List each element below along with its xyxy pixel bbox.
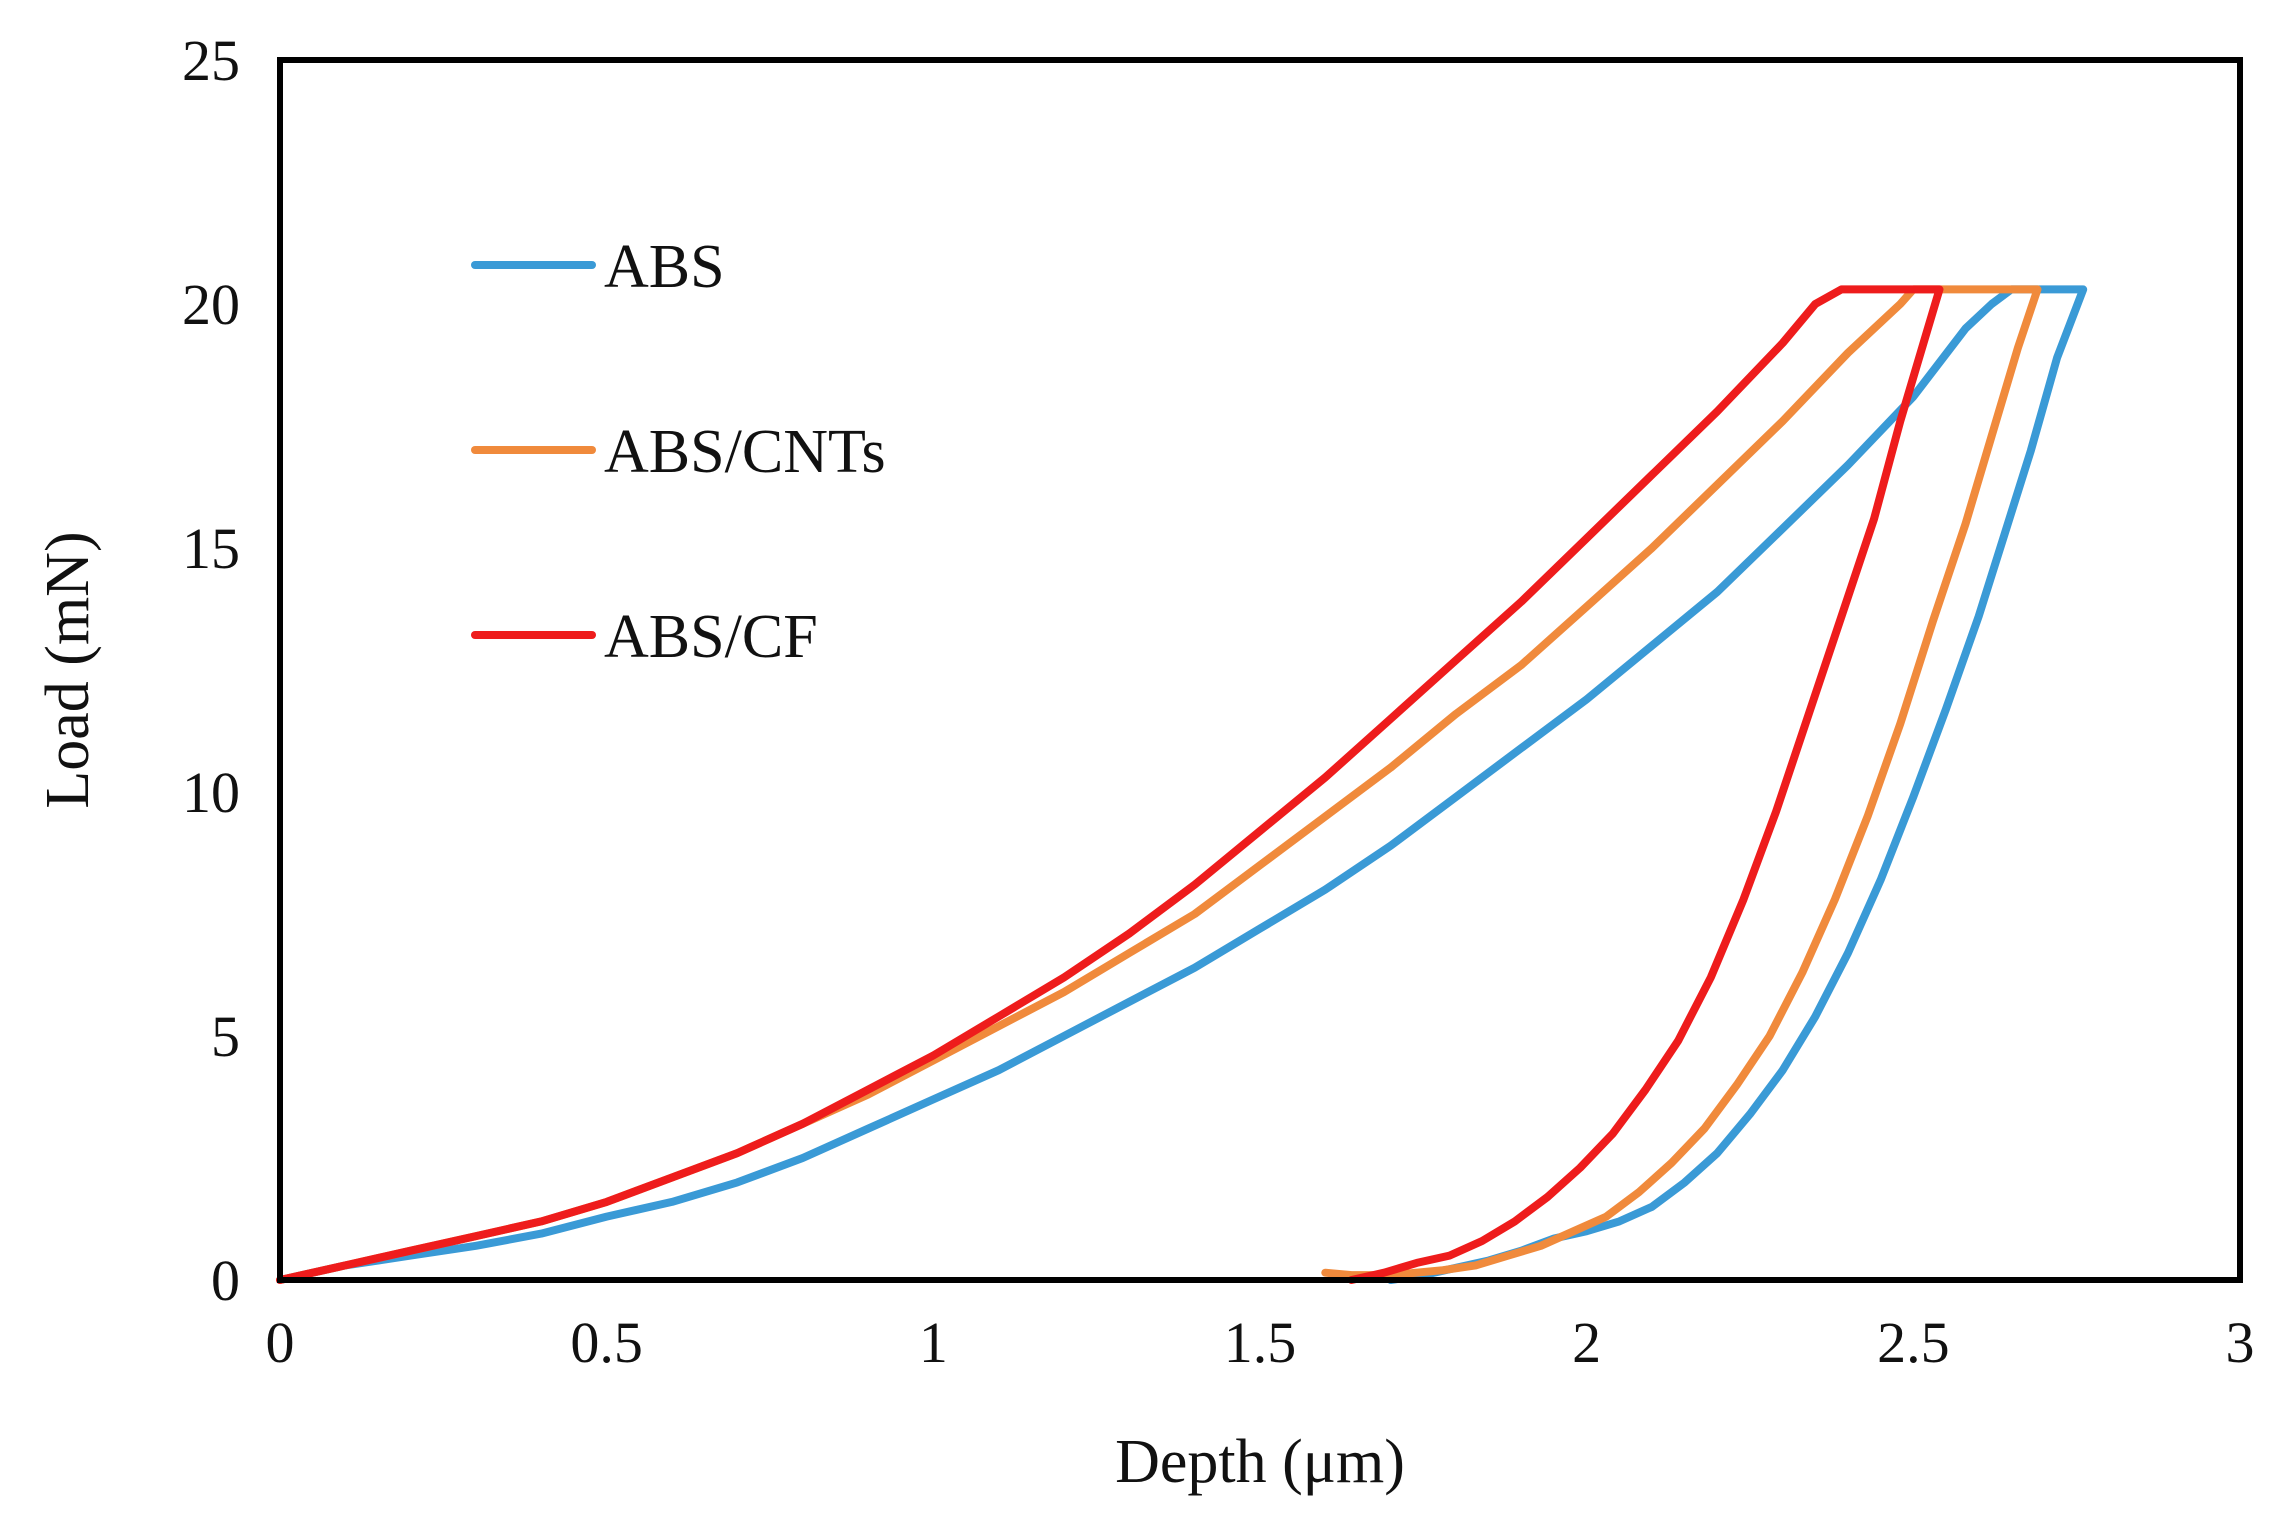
y-tick-label: 15 <box>182 516 240 581</box>
y-tick-label: 10 <box>182 760 240 825</box>
x-axis-title: Depth (μm) <box>1115 1428 1405 1496</box>
x-tick-label: 3 <box>2226 1310 2255 1375</box>
series-layer <box>276 285 2088 1284</box>
x-tick-label: 1 <box>919 1310 948 1375</box>
x-tick-label: 2.5 <box>1877 1310 1950 1375</box>
legend-label-abs-cnts: ABS/CNTs <box>604 418 886 486</box>
series-line-abs-cf <box>276 285 1944 1284</box>
y-axis-ticks: 0 5 10 15 20 25 <box>182 28 240 1313</box>
x-axis-ticks: 0 0.5 1 1.5 2 2.5 3 <box>266 1310 2255 1375</box>
x-tick-label: 0.5 <box>570 1310 643 1375</box>
y-tick-label: 25 <box>182 28 240 93</box>
series-line-abs <box>276 285 2088 1284</box>
y-axis-title: Load (mN) <box>34 531 102 808</box>
plot-frame <box>277 57 2243 1283</box>
y-tick-label: 5 <box>211 1004 240 1069</box>
x-tick-label: 1.5 <box>1224 1310 1297 1375</box>
x-tick-label: 2 <box>1572 1310 1601 1375</box>
legend-label-abs: ABS <box>604 233 725 301</box>
y-tick-label: 0 <box>211 1248 240 1313</box>
legend-label-abs-cf: ABS/CF <box>604 603 818 671</box>
x-tick-label: 0 <box>266 1310 295 1375</box>
y-tick-label: 20 <box>182 272 240 337</box>
legend: ABS ABS/CNTs ABS/CF <box>471 233 886 671</box>
